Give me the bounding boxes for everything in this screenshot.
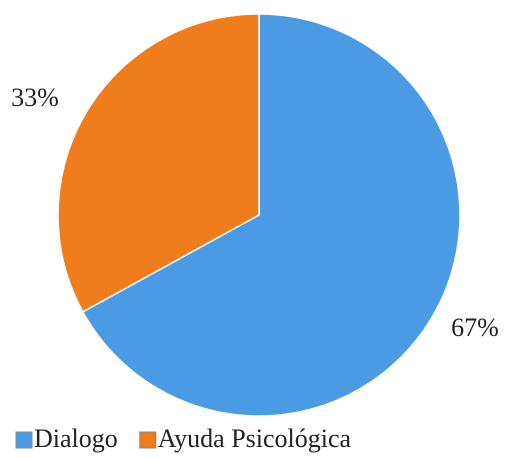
legend-label: Dialogo [34,424,118,453]
pie-slice [57,13,260,313]
pie-slice [81,13,461,417]
legend-swatch [139,431,157,449]
data-label: 33% [11,83,59,112]
data-label: 67% [451,313,499,342]
legend-label: Ayuda Psicológica [158,424,352,453]
legend-swatch [15,431,33,449]
